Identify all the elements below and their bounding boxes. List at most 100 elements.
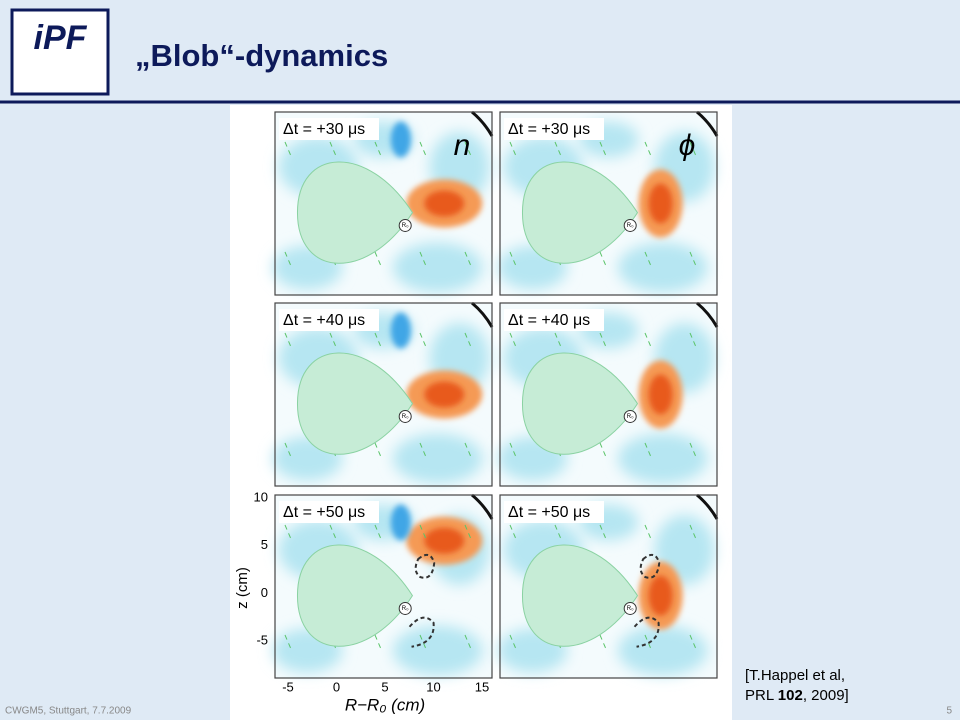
blob-core <box>424 381 465 408</box>
field-line <box>329 141 337 157</box>
negative-blob <box>390 121 411 158</box>
r0-label: R₀ <box>402 414 409 420</box>
panel-border <box>499 302 718 487</box>
x-tick-label: 0 <box>333 679 340 694</box>
blob-core <box>648 183 673 224</box>
r0-marker <box>398 601 412 615</box>
field-line <box>509 332 517 348</box>
label-background <box>504 501 604 523</box>
field-line <box>419 524 427 540</box>
r0-marker <box>623 601 637 615</box>
panel-border <box>274 494 493 679</box>
panel-border <box>499 494 718 679</box>
field-line <box>374 332 382 348</box>
panel-label: Δt = +30 μs <box>283 121 365 138</box>
label-background <box>279 501 379 523</box>
vessel-wall <box>696 301 719 328</box>
panel: R₀ Δt = +40 μs <box>497 301 719 487</box>
field-line <box>419 442 427 458</box>
plasma-core <box>521 352 639 455</box>
field-line <box>689 524 697 540</box>
fluctuation <box>392 433 483 484</box>
panel-border <box>274 111 493 296</box>
x-tick-label: -5 <box>282 679 294 694</box>
citation-volume: 102 <box>778 687 803 704</box>
citation-text: PRL <box>745 687 778 704</box>
field-line <box>599 251 607 267</box>
x-tick-label: 5 <box>381 679 388 694</box>
y-tick-label: 0 <box>261 585 268 600</box>
plasma-core <box>296 352 414 455</box>
fluctuation <box>392 242 483 293</box>
panel-label: Δt = +50 μs <box>283 504 365 521</box>
field-line <box>464 141 472 157</box>
field-line <box>644 332 652 348</box>
label-background <box>504 118 604 140</box>
label-background <box>279 309 379 331</box>
panel-label: Δt = +30 μs <box>508 121 590 138</box>
field-line <box>689 251 697 267</box>
field-line <box>419 251 427 267</box>
blob-core <box>424 527 465 554</box>
citation-text: , 2009] <box>803 687 849 704</box>
field-line <box>284 524 292 540</box>
fluctuation <box>617 433 708 484</box>
blob-contour <box>633 616 660 648</box>
vessel-wall <box>471 493 494 520</box>
x-axis-label: R−R₀ (cm) <box>345 695 425 714</box>
field-line <box>554 141 562 157</box>
field-line <box>509 442 517 458</box>
vessel-wall <box>471 110 494 137</box>
field-line <box>329 332 337 348</box>
fluctuation <box>392 625 483 676</box>
panel-label: Δt = +40 μs <box>508 312 590 329</box>
field-line <box>644 251 652 267</box>
logo: iPF <box>34 19 88 57</box>
r0-marker <box>623 218 637 232</box>
field-line <box>374 524 382 540</box>
slide-title: „Blob“-dynamics <box>135 38 388 73</box>
field-line <box>689 141 697 157</box>
field-line <box>599 524 607 540</box>
field-line <box>284 634 292 650</box>
vessel-wall <box>696 493 719 520</box>
fluctuation <box>617 242 708 293</box>
field-line <box>374 251 382 267</box>
field-line <box>509 141 517 157</box>
field-line <box>509 524 517 540</box>
plasma-core <box>296 544 414 647</box>
field-line <box>509 634 517 650</box>
field-line <box>329 524 337 540</box>
panel-border <box>274 302 493 487</box>
r0-label: R₀ <box>627 606 634 612</box>
blob-contour <box>408 616 435 648</box>
panel: R₀ Δt = +30 μs ϕ <box>497 110 719 296</box>
r0-label: R₀ <box>402 606 409 612</box>
field-line <box>419 634 427 650</box>
footer-event: CWGM5, Stuttgart, 7.7.2009 <box>5 706 132 717</box>
field-line <box>644 442 652 458</box>
field-line <box>374 442 382 458</box>
field-line <box>374 141 382 157</box>
negative-blob <box>390 504 411 541</box>
field-line <box>689 634 697 650</box>
panel-border <box>499 111 718 296</box>
vessel-wall <box>696 110 719 137</box>
field-line <box>464 442 472 458</box>
field-line <box>374 634 382 650</box>
citation-line: PRL 102, 2009] <box>745 687 849 704</box>
field-line <box>554 332 562 348</box>
field-line <box>689 332 697 348</box>
label-background <box>279 118 379 140</box>
field-line <box>599 332 607 348</box>
y-tick-label: 10 <box>254 489 268 504</box>
label-background <box>504 309 604 331</box>
plasma-core <box>521 161 639 264</box>
negative-blob <box>390 312 411 349</box>
field-line <box>284 141 292 157</box>
panel: R₀ Δt = +30 μs n <box>272 110 494 296</box>
blob-core <box>648 575 673 616</box>
r0-marker <box>398 218 412 232</box>
field-line <box>599 141 607 157</box>
